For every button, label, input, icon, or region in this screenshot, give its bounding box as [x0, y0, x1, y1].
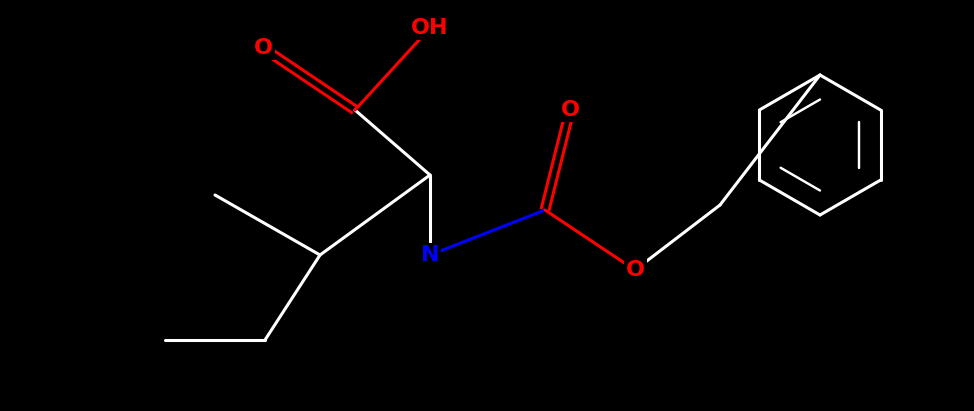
Text: O: O [625, 260, 645, 280]
Text: N: N [421, 245, 439, 265]
Text: OH: OH [411, 18, 449, 38]
Text: O: O [560, 100, 580, 120]
Text: O: O [253, 38, 273, 58]
